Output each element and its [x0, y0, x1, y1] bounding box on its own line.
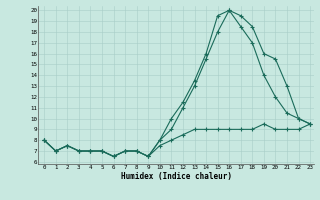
X-axis label: Humidex (Indice chaleur): Humidex (Indice chaleur)	[121, 172, 231, 181]
